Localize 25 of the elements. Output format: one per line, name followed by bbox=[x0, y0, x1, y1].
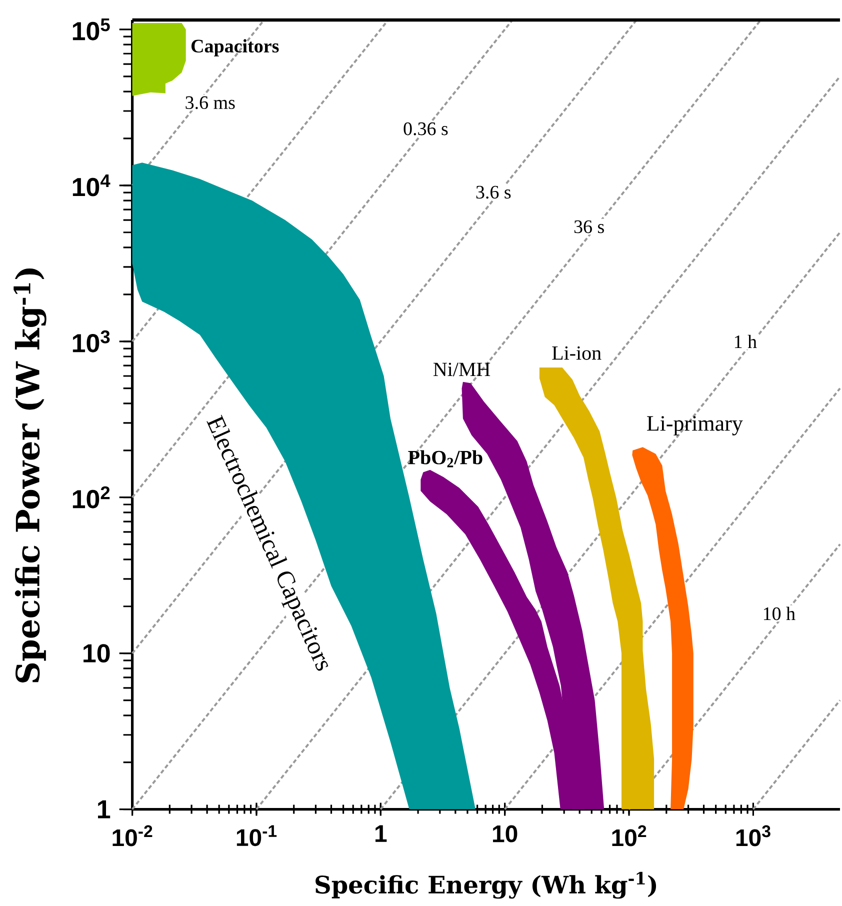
y-tick-label: 10$^{2}$ bbox=[72, 486, 110, 508]
series-label: 3.6 s bbox=[476, 186, 511, 199]
series-label: Capacitors bbox=[191, 39, 279, 56]
series-label: Ni/MH bbox=[433, 362, 490, 376]
x-tick-label: 10$^{-2}$ bbox=[112, 825, 152, 846]
series-label: Li-ion bbox=[552, 346, 602, 360]
x-tick-label: 10$^{-1}$ bbox=[236, 825, 277, 846]
series-label: 10 h bbox=[764, 606, 796, 620]
y-tick-label: 10$^{5}$ bbox=[72, 18, 110, 40]
y-tick-label: 10 bbox=[84, 644, 110, 663]
y-tick-label: 1 bbox=[98, 800, 110, 818]
series-label: 1 h bbox=[734, 334, 757, 348]
x-tick-label: 10$^{3}$ bbox=[736, 825, 770, 846]
x-axis-title: Specific Energy (Wh kg$^{-1}$) bbox=[316, 872, 656, 899]
series-label: 36 s bbox=[574, 220, 604, 234]
series-label: PbO$_{2}$/Pb bbox=[408, 450, 482, 468]
x-tick-label: 10 bbox=[493, 825, 518, 842]
x-tick-label: 1 bbox=[376, 825, 387, 842]
x-tick-label: 10$^{2}$ bbox=[612, 825, 646, 846]
y-axis-title: Specific Power (W kg$^{-1}$) bbox=[14, 268, 46, 682]
y-tick-label: 10$^{4}$ bbox=[72, 174, 110, 196]
y-tick-label: 10$^{3}$ bbox=[72, 330, 110, 352]
series-label: 0.36 s bbox=[404, 122, 448, 136]
series-label: 3.6 ms bbox=[186, 96, 235, 110]
series-label: Li-primary bbox=[647, 416, 743, 436]
